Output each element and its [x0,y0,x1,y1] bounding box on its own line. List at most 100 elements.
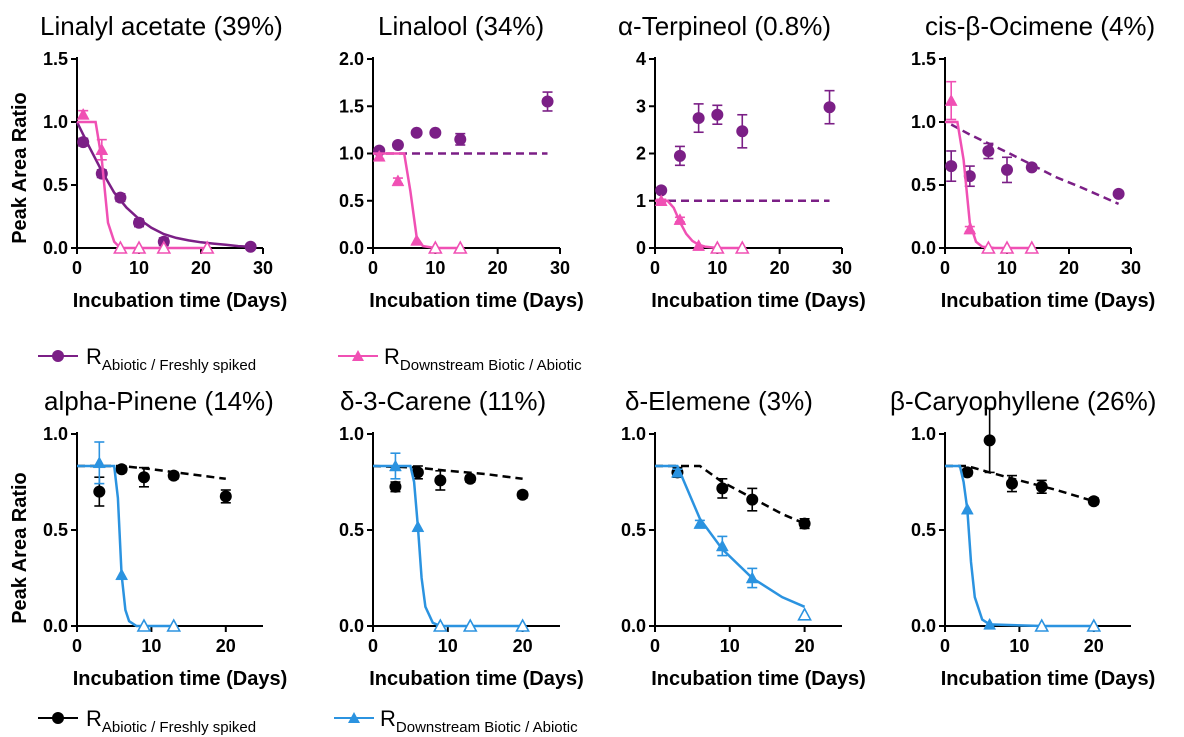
data-point-triangle-open [1024,240,1040,254]
x-tick-label: 10 [720,636,740,656]
x-axis-label: Incubation time (Days) [941,290,1155,312]
x-axis-label: Incubation time (Days) [651,668,865,690]
y-tick-label: 1.5 [43,49,68,69]
data-point-triangle [76,107,90,120]
y-tick-label: 0.0 [43,238,68,258]
data-point-circle [945,160,958,173]
data-point-triangle-open [981,240,996,254]
x-tick-label: 10 [997,258,1017,278]
x-tick-label: 30 [550,258,570,278]
chart-title: α-Terpineol (0.8%) [618,11,831,41]
chart-panel-1: Linalyl acetate (39%) 0.0 0.5 1.0 1.5 0 10 20 30… [40,11,287,312]
x-tick-label: 30 [832,258,852,278]
x-tick-label: 20 [1059,258,1079,278]
data-point-triangle-open [199,240,215,254]
x-tick-label: 0 [940,258,950,278]
x-tick-label: 0 [368,258,378,278]
series-abiotic [77,463,232,507]
legend-bottom: RAbiotic / Freshly spiked RDownstream Bi… [38,706,578,736]
x-tick-label: 10 [1009,636,1029,656]
y-tick-label: 1.0 [911,424,936,444]
data-point-circle [1087,495,1100,508]
fit-curve-abiotic [75,121,251,248]
fit-curve-biotic [77,464,174,628]
data-point-circle [411,466,424,479]
y-tick-label: 1.0 [911,112,936,132]
data-point-circle [982,144,995,157]
x-tick-label: 10 [425,258,445,278]
series-biotic [76,107,215,254]
data-point-circle [798,517,811,530]
data-point-triangle-open [131,240,147,254]
data-point-triangle-open [709,240,725,254]
y-axis-label-top: Peak Area Ratio [9,92,31,244]
data-point-circle [746,493,759,506]
data-point-triangle [983,617,997,630]
data-point-circle [391,138,404,151]
y-tick-label: 0.5 [339,191,364,211]
data-point-triangle [95,143,109,155]
x-axis-label: Incubation time (Days) [73,668,287,690]
series-biotic [944,80,1040,254]
data-point-circle [541,95,554,108]
fit-curve-biotic [77,120,208,250]
chart-panel-7: δ-Elemene (3%) 0.0 0.5 1.0 0 10 20 Incubation t… [621,386,866,690]
data-point-triangle [745,571,759,584]
y-tick-label: 3 [636,96,646,116]
series-biotic [655,464,812,621]
data-point-circle [1001,163,1013,176]
data-point-triangle [671,465,684,478]
data-point-circle [434,474,447,487]
data-point-circle [963,170,976,183]
data-point-circle [137,471,150,484]
data-point-circle [454,133,467,146]
series-abiotic [945,407,1100,508]
legend-item-abiotic-top: RAbiotic / Freshly spiked [38,344,256,374]
legend-item-biotic-bottom: RDownstream Biotic / Abiotic [334,706,578,736]
series-abiotic [945,123,1125,206]
data-point-circle [244,240,257,253]
chart-panel-4: cis-β-Ocimene (4%) 0.0 0.5 1.0 1.5 0 10 20 30 Inc… [911,11,1155,312]
y-tick-label: 1.0 [339,144,364,164]
data-point-circle [516,488,529,501]
fit-curve-biotic [373,152,461,250]
data-point-triangle [715,539,729,552]
y-tick-label: 2.0 [339,49,364,69]
fit-curve-abiotic [945,464,1095,503]
data-point-triangle-open [515,618,530,632]
data-point-triangle [410,233,424,246]
y-axis-label-bottom: Peak Area Ratio [9,472,31,624]
legend-label-abiotic-top: RAbiotic / Freshly spiked [86,344,256,374]
data-point-circle [95,167,108,180]
data-point-circle [115,463,128,476]
data-point-circle [1005,477,1018,490]
legend-marker-triangle [352,350,364,361]
data-point-circle [1025,161,1038,174]
data-point-triangle-open [166,618,182,632]
data-point-triangle [654,194,668,206]
y-tick-label: 0.0 [911,616,936,636]
chart-panel-2: Linalool (34%) 0.0 0.5 1.0 1.5 2.0 0 10 20 30 Incu… [339,11,584,312]
data-point-circle [711,108,724,121]
x-tick-label: 0 [940,636,950,656]
y-tick-label: 2 [636,144,646,164]
legend-item-biotic-top: RDownstream Biotic / Abiotic [338,344,582,374]
data-point-triangle [693,517,707,529]
data-point-triangle-open [427,240,443,254]
data-point-circle [77,136,90,149]
data-point-triangle [411,520,425,533]
legend-label-abiotic-bottom: RAbiotic / Freshly spiked [86,706,256,736]
y-tick-label: 0.0 [621,616,646,636]
data-point-triangle-open [797,607,812,621]
data-point-circle [673,149,686,162]
y-tick-label: 0.5 [339,520,364,540]
x-tick-label: 10 [141,636,161,656]
y-tick-label: 0.0 [339,238,364,258]
y-tick-label: 0.0 [911,238,936,258]
data-point-triangle-open [156,240,172,254]
y-tick-label: 0.0 [43,616,68,636]
series-biotic [372,149,468,254]
data-point-triangle [372,149,386,162]
data-point-triangle [391,174,405,187]
